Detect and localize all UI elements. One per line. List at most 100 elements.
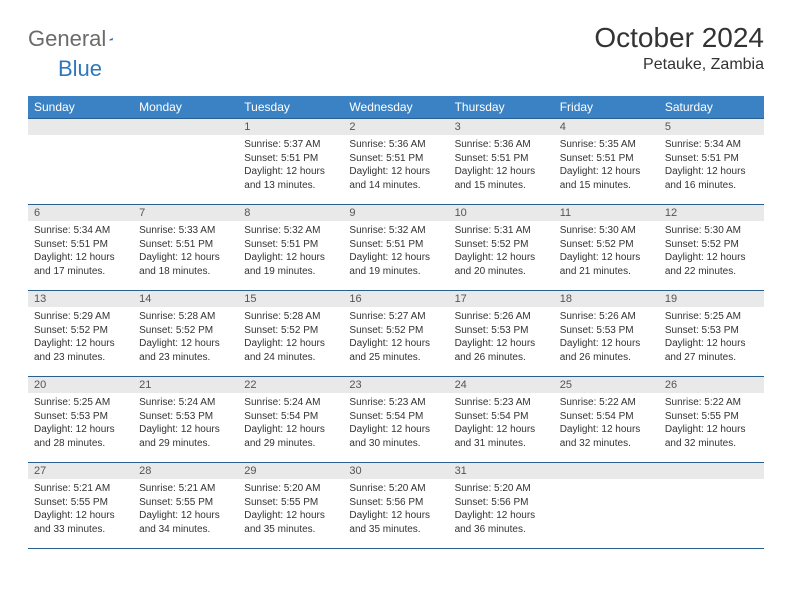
day-details	[659, 479, 764, 548]
day-number: 1	[238, 119, 343, 135]
day-details: Sunrise: 5:34 AMSunset: 5:51 PMDaylight:…	[659, 135, 764, 204]
day-details: Sunrise: 5:22 AMSunset: 5:55 PMDaylight:…	[659, 393, 764, 462]
calendar-cell: 16Sunrise: 5:27 AMSunset: 5:52 PMDayligh…	[343, 291, 448, 377]
calendar-cell: 22Sunrise: 5:24 AMSunset: 5:54 PMDayligh…	[238, 377, 343, 463]
day-details	[554, 479, 659, 548]
day-details: Sunrise: 5:36 AMSunset: 5:51 PMDaylight:…	[343, 135, 448, 204]
calendar-cell: 2Sunrise: 5:36 AMSunset: 5:51 PMDaylight…	[343, 118, 448, 205]
day-number	[133, 119, 238, 135]
calendar-week-row: 1Sunrise: 5:37 AMSunset: 5:51 PMDaylight…	[28, 118, 764, 205]
weekday-header: Sunday	[28, 96, 133, 118]
day-details: Sunrise: 5:28 AMSunset: 5:52 PMDaylight:…	[133, 307, 238, 376]
day-number: 5	[659, 119, 764, 135]
calendar-week-row: 27Sunrise: 5:21 AMSunset: 5:55 PMDayligh…	[28, 463, 764, 549]
logo-text-general: General	[28, 26, 106, 52]
day-number: 31	[449, 463, 554, 479]
calendar-cell	[659, 463, 764, 549]
day-number: 10	[449, 205, 554, 221]
page-title: October 2024	[594, 22, 764, 54]
calendar-cell	[28, 118, 133, 205]
calendar-cell: 4Sunrise: 5:35 AMSunset: 5:51 PMDaylight…	[554, 118, 659, 205]
day-number: 17	[449, 291, 554, 307]
day-number: 15	[238, 291, 343, 307]
calendar-week-row: 6Sunrise: 5:34 AMSunset: 5:51 PMDaylight…	[28, 205, 764, 291]
calendar-cell: 18Sunrise: 5:26 AMSunset: 5:53 PMDayligh…	[554, 291, 659, 377]
weekday-header-row: Sunday Monday Tuesday Wednesday Thursday…	[28, 96, 764, 118]
calendar-cell: 9Sunrise: 5:32 AMSunset: 5:51 PMDaylight…	[343, 205, 448, 291]
day-details: Sunrise: 5:30 AMSunset: 5:52 PMDaylight:…	[659, 221, 764, 290]
calendar-cell: 21Sunrise: 5:24 AMSunset: 5:53 PMDayligh…	[133, 377, 238, 463]
day-details: Sunrise: 5:20 AMSunset: 5:56 PMDaylight:…	[449, 479, 554, 548]
calendar-cell	[554, 463, 659, 549]
day-number: 21	[133, 377, 238, 393]
day-details: Sunrise: 5:31 AMSunset: 5:52 PMDaylight:…	[449, 221, 554, 290]
day-details: Sunrise: 5:26 AMSunset: 5:53 PMDaylight:…	[554, 307, 659, 376]
day-details: Sunrise: 5:25 AMSunset: 5:53 PMDaylight:…	[659, 307, 764, 376]
day-number: 24	[449, 377, 554, 393]
calendar-cell: 17Sunrise: 5:26 AMSunset: 5:53 PMDayligh…	[449, 291, 554, 377]
calendar-cell: 15Sunrise: 5:28 AMSunset: 5:52 PMDayligh…	[238, 291, 343, 377]
day-details: Sunrise: 5:30 AMSunset: 5:52 PMDaylight:…	[554, 221, 659, 290]
day-details	[28, 135, 133, 204]
logo: General	[28, 26, 133, 52]
calendar-week-row: 13Sunrise: 5:29 AMSunset: 5:52 PMDayligh…	[28, 291, 764, 377]
day-number: 25	[554, 377, 659, 393]
calendar-week-row: 20Sunrise: 5:25 AMSunset: 5:53 PMDayligh…	[28, 377, 764, 463]
calendar-cell: 10Sunrise: 5:31 AMSunset: 5:52 PMDayligh…	[449, 205, 554, 291]
day-number: 20	[28, 377, 133, 393]
day-details	[133, 135, 238, 204]
day-number	[554, 463, 659, 479]
calendar-cell: 30Sunrise: 5:20 AMSunset: 5:56 PMDayligh…	[343, 463, 448, 549]
day-number: 26	[659, 377, 764, 393]
day-number: 7	[133, 205, 238, 221]
day-details: Sunrise: 5:22 AMSunset: 5:54 PMDaylight:…	[554, 393, 659, 462]
logo-text-blue: Blue	[58, 56, 102, 81]
calendar-cell: 6Sunrise: 5:34 AMSunset: 5:51 PMDaylight…	[28, 205, 133, 291]
day-number: 27	[28, 463, 133, 479]
day-number: 29	[238, 463, 343, 479]
day-details: Sunrise: 5:29 AMSunset: 5:52 PMDaylight:…	[28, 307, 133, 376]
day-number: 16	[343, 291, 448, 307]
calendar-cell: 12Sunrise: 5:30 AMSunset: 5:52 PMDayligh…	[659, 205, 764, 291]
day-details: Sunrise: 5:37 AMSunset: 5:51 PMDaylight:…	[238, 135, 343, 204]
day-number: 18	[554, 291, 659, 307]
day-details: Sunrise: 5:26 AMSunset: 5:53 PMDaylight:…	[449, 307, 554, 376]
day-number: 30	[343, 463, 448, 479]
day-details: Sunrise: 5:23 AMSunset: 5:54 PMDaylight:…	[343, 393, 448, 462]
day-number: 22	[238, 377, 343, 393]
day-details: Sunrise: 5:24 AMSunset: 5:54 PMDaylight:…	[238, 393, 343, 462]
calendar-cell: 14Sunrise: 5:28 AMSunset: 5:52 PMDayligh…	[133, 291, 238, 377]
day-number: 12	[659, 205, 764, 221]
calendar-cell: 25Sunrise: 5:22 AMSunset: 5:54 PMDayligh…	[554, 377, 659, 463]
day-details: Sunrise: 5:36 AMSunset: 5:51 PMDaylight:…	[449, 135, 554, 204]
day-number	[28, 119, 133, 135]
calendar-cell: 19Sunrise: 5:25 AMSunset: 5:53 PMDayligh…	[659, 291, 764, 377]
calendar-cell: 28Sunrise: 5:21 AMSunset: 5:55 PMDayligh…	[133, 463, 238, 549]
calendar-cell: 3Sunrise: 5:36 AMSunset: 5:51 PMDaylight…	[449, 118, 554, 205]
calendar-cell: 26Sunrise: 5:22 AMSunset: 5:55 PMDayligh…	[659, 377, 764, 463]
day-details: Sunrise: 5:24 AMSunset: 5:53 PMDaylight:…	[133, 393, 238, 462]
day-details: Sunrise: 5:33 AMSunset: 5:51 PMDaylight:…	[133, 221, 238, 290]
day-number: 8	[238, 205, 343, 221]
calendar-cell: 20Sunrise: 5:25 AMSunset: 5:53 PMDayligh…	[28, 377, 133, 463]
day-details: Sunrise: 5:20 AMSunset: 5:56 PMDaylight:…	[343, 479, 448, 548]
calendar-cell: 5Sunrise: 5:34 AMSunset: 5:51 PMDaylight…	[659, 118, 764, 205]
day-details: Sunrise: 5:21 AMSunset: 5:55 PMDaylight:…	[28, 479, 133, 548]
day-number: 13	[28, 291, 133, 307]
calendar-cell: 13Sunrise: 5:29 AMSunset: 5:52 PMDayligh…	[28, 291, 133, 377]
weekday-header: Wednesday	[343, 96, 448, 118]
day-details: Sunrise: 5:28 AMSunset: 5:52 PMDaylight:…	[238, 307, 343, 376]
logo-triangle-icon	[109, 30, 113, 48]
weekday-header: Tuesday	[238, 96, 343, 118]
calendar-cell: 31Sunrise: 5:20 AMSunset: 5:56 PMDayligh…	[449, 463, 554, 549]
day-details: Sunrise: 5:23 AMSunset: 5:54 PMDaylight:…	[449, 393, 554, 462]
day-number: 23	[343, 377, 448, 393]
weekday-header: Friday	[554, 96, 659, 118]
day-details: Sunrise: 5:32 AMSunset: 5:51 PMDaylight:…	[343, 221, 448, 290]
day-number: 19	[659, 291, 764, 307]
day-details: Sunrise: 5:32 AMSunset: 5:51 PMDaylight:…	[238, 221, 343, 290]
calendar-cell: 7Sunrise: 5:33 AMSunset: 5:51 PMDaylight…	[133, 205, 238, 291]
day-details: Sunrise: 5:21 AMSunset: 5:55 PMDaylight:…	[133, 479, 238, 548]
calendar-cell	[133, 118, 238, 205]
day-number: 2	[343, 119, 448, 135]
